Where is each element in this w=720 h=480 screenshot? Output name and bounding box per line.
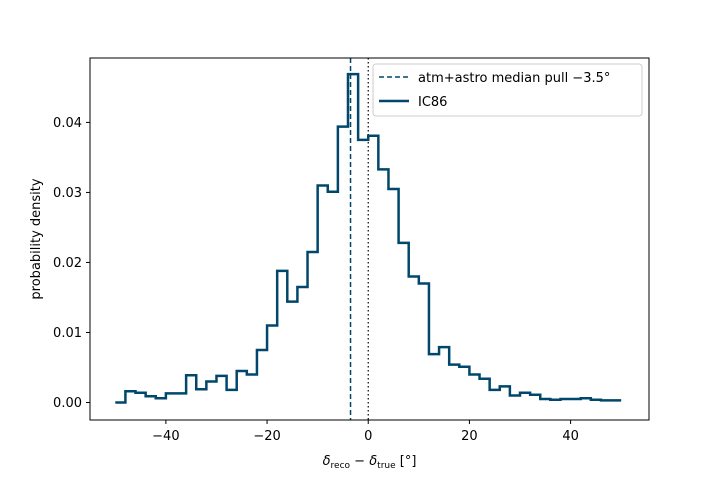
legend-label-ic86: IC86 <box>418 95 447 110</box>
y-tick-label: 0.02 <box>53 256 82 271</box>
axes-frame <box>89 57 650 421</box>
legend: atm+astro median pull −3.5° IC86 <box>372 63 643 117</box>
series-ic86-step-line <box>115 72 622 404</box>
chart-marks <box>115 58 622 420</box>
legend-box <box>372 63 643 117</box>
x-tick-label: −20 <box>253 429 280 444</box>
x-tick-label: −40 <box>152 429 179 444</box>
axis-ticks: −40 −20 0 20 40 0.00 0.01 0.02 0.03 0.04 <box>53 116 579 444</box>
x-tick-label: 40 <box>562 429 579 444</box>
y-tick-label: 0.03 <box>53 186 82 201</box>
x-tick-label: 20 <box>461 429 478 444</box>
y-tick-label: 0.01 <box>53 326 82 341</box>
x-tick-label: 0 <box>364 429 372 444</box>
x-axis-label: δreco − δtrue [°] <box>323 454 417 471</box>
y-tick-label: 0.00 <box>53 396 82 411</box>
y-axis-label: probability density <box>29 178 44 299</box>
y-tick-label: 0.04 <box>53 116 82 131</box>
legend-label-median-pull: atm+astro median pull −3.5° <box>418 71 610 86</box>
